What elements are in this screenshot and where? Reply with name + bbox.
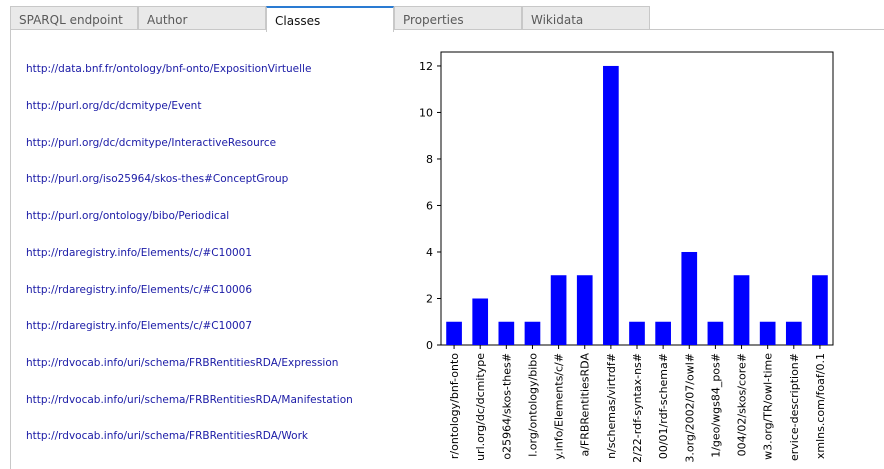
bar xyxy=(759,321,776,345)
bar xyxy=(733,275,750,345)
x-tick-label: r/ontology/bnf-onto xyxy=(448,353,461,459)
class-link[interactable]: http://rdaregistry.info/Elements/c/#C100… xyxy=(26,284,253,296)
tab-author[interactable]: Author xyxy=(138,6,266,29)
x-tick-label: 00/01/rdf-schema# xyxy=(657,353,670,459)
x-tick-label: url.org/dc/dcmitype xyxy=(474,353,487,461)
bar xyxy=(812,275,828,345)
class-link[interactable]: http://purl.org/iso25964/skos-thes#Conce… xyxy=(26,173,289,185)
tab-properties[interactable]: Properties xyxy=(394,6,522,29)
plot-frame xyxy=(440,51,834,346)
tab-wikidata[interactable]: Wikidata xyxy=(522,6,650,29)
x-tick-label: xmlns.com/foaf/0.1 xyxy=(814,353,827,459)
y-tick-label: 8 xyxy=(426,153,433,166)
x-tick-label: n/schemas/virtrdf# xyxy=(605,353,618,459)
class-link[interactable]: http://purl.org/dc/dcmitype/Event xyxy=(26,100,202,112)
bar xyxy=(524,321,541,345)
bar xyxy=(576,275,593,345)
x-tick-label: o25964/skos-thes# xyxy=(500,353,513,460)
class-link[interactable]: http://data.bnf.fr/ontology/bnf-onto/Exp… xyxy=(26,63,312,75)
bar xyxy=(603,65,619,345)
y-tick-label: 6 xyxy=(426,199,433,212)
bar xyxy=(655,321,671,345)
bar xyxy=(446,321,462,345)
classes-panel xyxy=(10,29,884,469)
class-link[interactable]: http://rdaregistry.info/Elements/c/#C100… xyxy=(26,247,253,259)
x-tick-label: 1/geo/wgs84_pos# xyxy=(709,353,722,458)
class-link[interactable]: http://purl.org/ontology/bibo/Periodical xyxy=(26,210,230,222)
bar xyxy=(707,321,724,345)
class-link[interactable]: http://rdvocab.info/uri/schema/FRBRentit… xyxy=(26,394,353,406)
bar xyxy=(785,321,802,345)
x-tick-label: w3.org/TR/owl-time xyxy=(762,353,775,460)
class-link[interactable]: http://rdaregistry.info/Elements/c/#C100… xyxy=(26,320,253,332)
tab-sparql-endpoint[interactable]: SPARQL endpoint xyxy=(10,6,138,29)
bar xyxy=(629,321,645,345)
y-tick-label: 10 xyxy=(419,106,433,119)
bar xyxy=(681,251,698,345)
class-link[interactable]: http://rdvocab.info/uri/schema/FRBRentit… xyxy=(26,430,309,442)
tab-bar: SPARQL endpoint Author Classes Propertie… xyxy=(10,6,884,32)
class-link[interactable]: http://rdvocab.info/uri/schema/FRBRentit… xyxy=(26,357,339,369)
bar xyxy=(472,298,489,345)
y-tick-label: 12 xyxy=(419,60,433,73)
tab-classes[interactable]: Classes xyxy=(266,6,394,32)
class-link[interactable]: http://purl.org/dc/dcmitype/InteractiveR… xyxy=(26,137,277,149)
x-tick-label: l.org/ontology/bibo xyxy=(526,353,539,457)
y-tick-label: 4 xyxy=(426,246,433,259)
bar xyxy=(498,321,515,345)
y-tick-label: 2 xyxy=(426,292,433,305)
x-tick-label: 3.org/2002/07/owl# xyxy=(683,353,696,462)
bar xyxy=(550,275,567,345)
x-tick-label: a/FRBRentitiesRDA xyxy=(579,353,592,457)
x-tick-label: 004/02/skos/core# xyxy=(736,353,749,456)
x-tick-label: ervice-description# xyxy=(788,353,801,461)
y-tick-label: 0 xyxy=(426,339,433,352)
x-tick-label: y.info/Elements/c/# xyxy=(553,353,566,460)
x-tick-label: 2/22-rdf-syntax-ns# xyxy=(631,353,644,462)
